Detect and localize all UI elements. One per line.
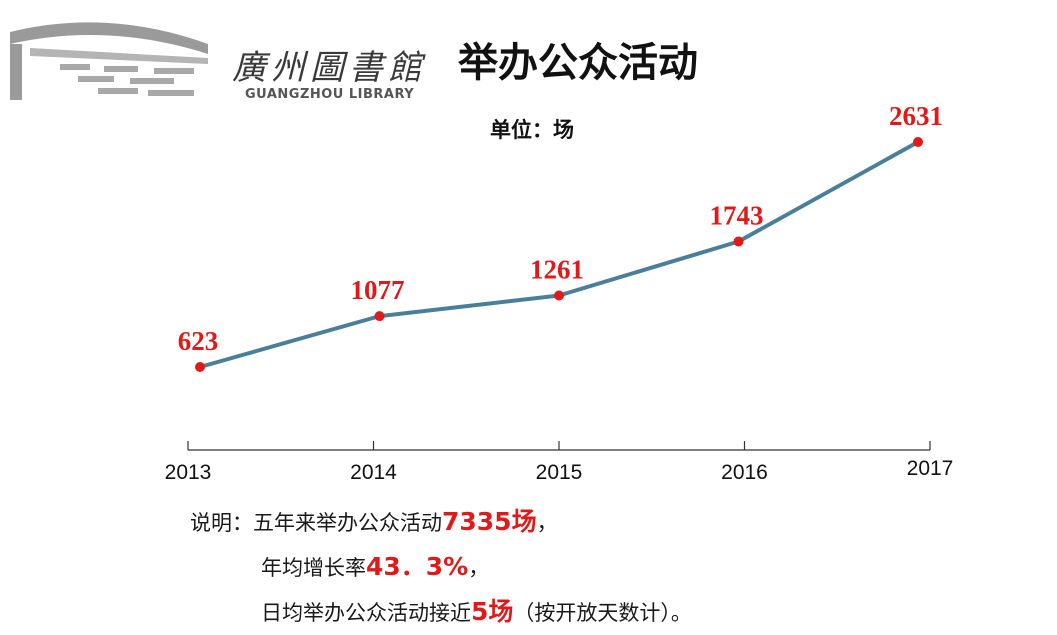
- data-point: [554, 290, 564, 301]
- note-growth-suffix: ，: [468, 556, 490, 580]
- chart-notes: 说明：五年来举办公众活动7335场， 年均增长率43．3%， 日均举办公众活动接…: [190, 500, 692, 635]
- note-daily-suffix: （按开放天数计）。: [513, 601, 692, 625]
- x-tick-label: 2014: [350, 461, 397, 484]
- data-point: [913, 137, 923, 147]
- x-tick-label: 2013: [165, 461, 212, 484]
- library-logo-chinese: 廣州圖書館: [232, 48, 427, 88]
- chart-unit-label: 单位：场: [490, 118, 574, 142]
- note-daily-prefix: 日均举办公众活动接近: [261, 601, 471, 625]
- library-logo-english: GUANGZHOU LIBRARY: [245, 87, 415, 102]
- data-label: 623: [178, 326, 219, 356]
- note-total-prefix: 说明：五年来举办公众活动: [190, 511, 442, 535]
- note-daily-value: 5场: [471, 597, 514, 626]
- data-point: [733, 236, 744, 247]
- library-logo: 廣州圖書館 GUANGZHOU LIBRARY: [8, 14, 428, 106]
- data-label: 1743: [710, 201, 764, 231]
- note-total-suffix: ，: [536, 511, 558, 535]
- x-tick-label: 2015: [536, 461, 583, 484]
- activity-line-chart: 2013 2014 2015 2016 2017 623 1077 1261 1743 2631: [165, 101, 954, 484]
- note-total-value: 7335场: [442, 507, 537, 536]
- page-title: 举办公众活动: [458, 40, 698, 86]
- note-line-total: 说明：五年来举办公众活动7335场，: [190, 500, 692, 545]
- data-label: 1261: [530, 255, 584, 285]
- x-tick-label: 2017: [907, 457, 954, 480]
- data-point: [374, 311, 385, 322]
- data-point: [195, 362, 205, 372]
- library-logo-mark: [10, 22, 208, 100]
- data-label: 2631: [889, 101, 943, 131]
- data-label: 1077: [351, 275, 405, 305]
- note-growth-prefix: 年均增长率: [261, 556, 366, 580]
- note-line-daily: 日均举办公众活动接近5场（按开放天数计）。: [190, 590, 692, 635]
- note-line-growth: 年均增长率43．3%，: [190, 545, 692, 590]
- x-tick-label: 2016: [721, 461, 768, 484]
- note-growth-value: 43．3%: [366, 552, 469, 581]
